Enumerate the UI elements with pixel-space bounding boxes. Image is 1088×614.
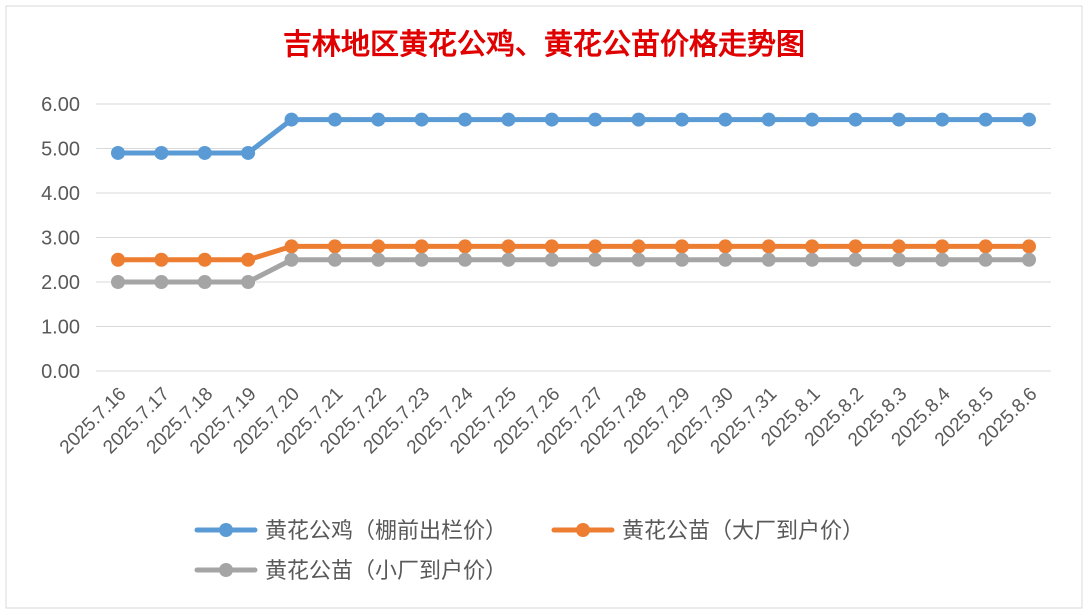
legend-item: 黄花公苗（小厂到户价） (194, 559, 507, 584)
data-point (284, 239, 299, 254)
y-tick-label: 3.00 (41, 228, 80, 250)
data-point (848, 239, 863, 254)
data-point (631, 112, 646, 127)
data-point (588, 252, 603, 267)
y-tick-label: 4.00 (41, 183, 80, 205)
series-line (115, 243, 1032, 263)
data-point (805, 252, 820, 267)
data-point (371, 239, 386, 254)
legend-label: 黄花公鸡（棚前出栏价） (265, 519, 507, 544)
data-point (718, 112, 733, 127)
data-point (501, 239, 516, 254)
legend-label: 黄花公苗（大厂到户价） (622, 519, 864, 544)
data-point (544, 112, 559, 127)
data-point (284, 112, 299, 127)
chart-title: 吉林地区黄花公鸡、黄花公苗价格走势图 (283, 27, 805, 61)
series-2 (111, 239, 1036, 267)
data-point (674, 112, 689, 127)
data-point (241, 275, 256, 289)
data-point (674, 252, 689, 267)
data-point (718, 252, 733, 267)
data-point (501, 252, 516, 267)
data-point (544, 252, 559, 267)
data-point (588, 239, 603, 254)
data-point (935, 239, 950, 254)
data-point (284, 252, 299, 267)
data-point (718, 239, 733, 254)
data-point (891, 239, 906, 254)
data-point (848, 252, 863, 267)
legend-item: 黄花公苗（大厂到户价） (551, 519, 864, 544)
data-point (327, 239, 342, 254)
data-point (544, 239, 559, 254)
chart-border (5, 5, 1083, 609)
data-point (241, 252, 256, 267)
data-point (501, 112, 516, 127)
data-point (1022, 252, 1036, 267)
data-point (1022, 112, 1036, 127)
data-point (978, 252, 993, 267)
data-point (761, 239, 776, 254)
y-tick-label: 0.00 (41, 361, 80, 383)
data-point (978, 112, 993, 127)
data-point (154, 275, 169, 289)
data-point (761, 112, 776, 127)
y-tick-label: 2.00 (41, 272, 80, 294)
data-point (414, 112, 429, 127)
data-point (154, 252, 169, 267)
data-point (111, 145, 125, 160)
data-point (1022, 239, 1036, 254)
data-point (458, 112, 473, 127)
data-point (458, 239, 473, 254)
y-axis: 0.00 1.00 2.00 3.00 4.00 5.00 6.00 (41, 94, 80, 383)
data-point (154, 145, 169, 160)
data-point (935, 112, 950, 127)
legend-swatch-marker (219, 563, 233, 577)
data-point (761, 252, 776, 267)
data-point (631, 252, 646, 267)
data-point (805, 112, 820, 127)
data-point (891, 112, 906, 127)
data-point (371, 112, 386, 127)
data-point (978, 239, 993, 254)
series-1 (111, 112, 1036, 160)
data-point (458, 252, 473, 267)
data-point (891, 252, 906, 267)
series-3 (111, 252, 1036, 289)
data-point (327, 252, 342, 267)
data-point (197, 252, 212, 267)
data-point (197, 145, 212, 160)
data-point (414, 239, 429, 254)
data-point (588, 112, 603, 127)
series-line (115, 257, 1032, 285)
data-point (935, 252, 950, 267)
data-point (414, 252, 429, 267)
legend-swatch-marker (576, 523, 590, 537)
data-point (631, 239, 646, 254)
legend-swatch-marker (219, 523, 233, 537)
y-tick-label: 1.00 (41, 317, 80, 339)
data-point (327, 112, 342, 127)
series-lines (111, 112, 1036, 289)
legend-item: 黄花公鸡（棚前出栏价） (194, 519, 507, 544)
data-point (674, 239, 689, 254)
series-line (115, 117, 1032, 156)
data-point (241, 145, 256, 160)
data-point (848, 112, 863, 127)
data-point (371, 252, 386, 267)
y-tick-label: 6.00 (41, 94, 80, 116)
legend-label: 黄花公苗（小厂到户价） (265, 559, 507, 584)
data-point (805, 239, 820, 254)
data-point (197, 275, 212, 289)
data-point (111, 275, 125, 289)
legend: 黄花公鸡（棚前出栏价） 黄花公苗（大厂到户价） 黄花公苗（小厂到户价） (194, 519, 864, 584)
y-tick-label: 5.00 (41, 139, 80, 161)
data-point (111, 252, 125, 267)
